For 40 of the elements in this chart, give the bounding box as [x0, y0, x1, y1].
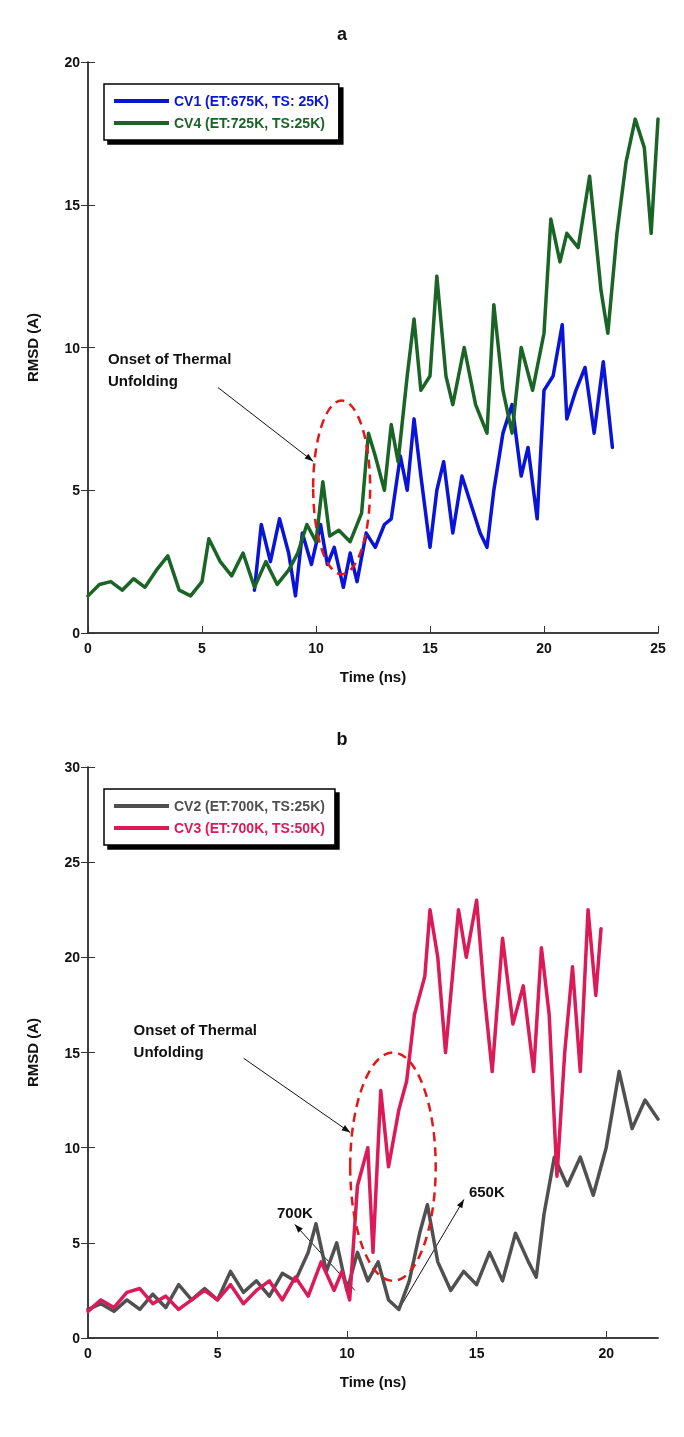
y-axis-title: RMSD (A) [24, 312, 41, 383]
y-tick-label: 10 [64, 1139, 81, 1156]
y-tick-label: 15 [64, 196, 81, 213]
y-tick-label: 15 [64, 1044, 81, 1061]
x-tick-label: 0 [84, 1345, 93, 1361]
y-tick-label: 30 [64, 759, 81, 775]
legend-label: CV2 (ET:700K, TS:25K) [174, 798, 325, 814]
annotation: 700K [276, 1204, 313, 1222]
x-axis-title: Time (ns) [339, 1373, 407, 1390]
y-axis-title: RMSD (A) [24, 1017, 41, 1088]
legend-label: CV3 (ET:700K, TS:50K) [174, 820, 325, 836]
y-tick-label: 20 [64, 54, 81, 70]
line-series [252, 322, 615, 598]
x-tick-label: 10 [308, 640, 324, 656]
x-axis-title: Time (ns) [339, 668, 407, 685]
legend-label: CV4 (ET:725K, TS:25K) [174, 115, 325, 131]
x-tick-label: 0 [84, 640, 93, 656]
chart-title: b [336, 729, 348, 749]
x-tick-label: 5 [213, 1345, 222, 1361]
line-series [86, 117, 660, 598]
x-tick-label: 20 [598, 1345, 615, 1361]
y-tick-label: 0 [72, 625, 81, 641]
y-tick-label: 10 [64, 339, 81, 356]
x-tick-label: 15 [468, 1345, 485, 1361]
chart-title: a [336, 24, 348, 44]
y-tick-label: 5 [72, 1234, 81, 1251]
y-tick-label: 20 [64, 949, 81, 966]
annotation: Onset of Thermal Unfolding [107, 350, 232, 389]
line-series [86, 898, 603, 1314]
x-tick-label: 25 [650, 640, 666, 656]
annotation: 650K [468, 1183, 505, 1201]
x-tick-label: 20 [536, 640, 552, 656]
x-tick-label: 5 [198, 640, 207, 656]
x-tick-label: 15 [422, 640, 438, 656]
y-tick-label: 0 [72, 1330, 81, 1346]
annotation: Onset of Thermal Unfolding [133, 1020, 257, 1060]
legend-label: CV1 (ET:675K, TS: 25K) [174, 93, 329, 109]
x-tick-label: 10 [339, 1345, 356, 1361]
y-tick-label: 25 [64, 854, 81, 871]
y-tick-label: 5 [72, 482, 81, 499]
